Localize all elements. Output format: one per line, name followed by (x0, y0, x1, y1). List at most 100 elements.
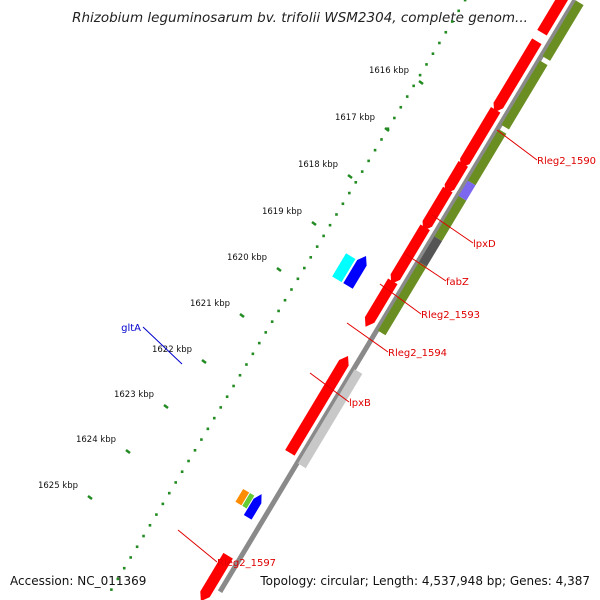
feature-label: Rleg2_1597 (217, 558, 276, 569)
feature-labels: Rleg2_1590 lpxD fabZ Rleg2_1593 Rleg2_1594lp… (121, 156, 596, 569)
genome-summary-text: Topology: circular; Length: 4,537,948 bp… (260, 574, 590, 588)
tick-dot (380, 138, 383, 141)
feature-label: gltA (121, 323, 141, 334)
cog-feature (467, 129, 507, 186)
label-leader (177, 529, 218, 563)
tick-dot (167, 491, 171, 495)
tick-dot (238, 373, 242, 377)
tick-dot (129, 556, 132, 559)
cog-feature (458, 180, 476, 201)
tick-dot (187, 459, 190, 463)
rna-feature (332, 253, 356, 283)
tick-dot (457, 9, 460, 13)
tick-label: 1620 kbp (227, 253, 267, 263)
tick-dot (148, 524, 152, 527)
tick-dot (193, 448, 197, 452)
rna-feature (343, 255, 367, 289)
map-title: Rhizobium leguminosarum bv. trifolii WSM… (72, 10, 528, 26)
tick-dot (444, 30, 448, 34)
cds-forward-feature (285, 355, 349, 456)
tick-dot (431, 52, 435, 55)
tick-dot (142, 534, 145, 538)
tick-dot (360, 170, 364, 173)
cds-forward-feature (390, 224, 430, 284)
cog-feature (542, 0, 584, 61)
label-leaders (142, 129, 538, 563)
tick-dot (463, 0, 467, 2)
cds-forward-feature (422, 186, 453, 231)
tick-dot (405, 95, 409, 98)
label-leader (379, 283, 422, 315)
tick-dot (270, 320, 274, 323)
label-leader (309, 372, 350, 403)
tick-dot (155, 513, 158, 516)
tick-label: 1617 kbp (335, 113, 375, 123)
feature-label: Rleg2_1594 (388, 348, 447, 359)
major-tick (418, 80, 424, 85)
tick-dot (341, 202, 345, 206)
feature-label: lpxB (349, 398, 371, 409)
tick-dot (258, 341, 261, 345)
tick-dot (412, 84, 415, 88)
tick-dot (116, 577, 120, 581)
tick-dot (264, 331, 268, 334)
label-leader (403, 252, 447, 282)
tick-dot (283, 298, 287, 302)
tick-dot (206, 427, 210, 431)
tick-dot (212, 416, 216, 420)
tick-dot (122, 566, 126, 570)
label-leader (431, 214, 474, 244)
backbone (217, 0, 578, 593)
tick-dot (348, 191, 351, 195)
small-feature (243, 494, 262, 520)
major-tick (201, 359, 207, 364)
major-tick (384, 127, 390, 132)
tick-dot (438, 41, 441, 45)
cog-feature (434, 196, 467, 241)
tick-dot (367, 159, 370, 163)
tick-dot (335, 213, 338, 216)
cds-forward-feature (200, 552, 233, 600)
tick-dot (328, 223, 332, 227)
small-feature (235, 488, 250, 506)
cog-feature (298, 369, 363, 469)
feature-label: Rleg2_1593 (421, 310, 480, 321)
tick-dot (200, 438, 203, 441)
tick-label: 1618 kbp (298, 160, 338, 170)
tick-dot (290, 288, 293, 291)
label-leader (496, 129, 538, 161)
cog-feature (418, 236, 443, 267)
tick-label: 1625 kbp (38, 481, 78, 491)
tick-dot (135, 545, 139, 549)
feature-label: fabZ (446, 277, 469, 288)
tick-dot (277, 309, 280, 313)
major-tick (87, 495, 93, 500)
tick-label: 1622 kbp (152, 345, 192, 355)
tick-dot (303, 266, 306, 270)
tick-dot (225, 395, 229, 398)
tick-dot (309, 256, 313, 259)
tick-dot (180, 470, 184, 474)
tick-dot (393, 116, 396, 120)
major-tick (163, 404, 169, 409)
tick-dot (425, 63, 428, 66)
small-feature (242, 493, 255, 509)
cds-forward-feature (460, 107, 501, 169)
tick-dot (373, 148, 377, 152)
feature-label: Rleg2_1590 (537, 156, 596, 167)
feature-track (200, 0, 584, 600)
tick-dot (296, 277, 300, 281)
tick-label: 1621 kbp (190, 299, 230, 309)
tick-marks (87, 80, 424, 500)
tick-dot (251, 352, 255, 356)
tick-dot (174, 481, 177, 484)
cog-feature (501, 60, 548, 130)
major-tick (347, 174, 353, 179)
tick-dot (399, 105, 403, 109)
tick-label: 1619 kbp (262, 207, 302, 217)
major-tick (311, 221, 317, 226)
accession-text: Accession: NC_011369 (10, 574, 147, 588)
label-leader (142, 326, 183, 365)
tick-label: 1616 kbp (369, 66, 409, 76)
